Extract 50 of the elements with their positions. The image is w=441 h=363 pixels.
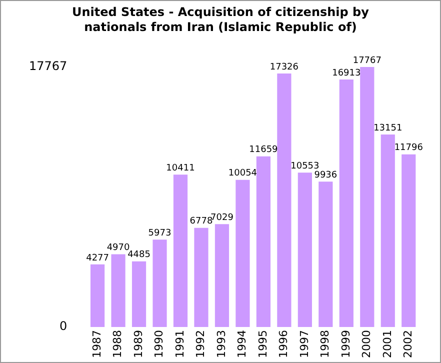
x-tick-label: 1998: [318, 330, 332, 358]
bar: [132, 261, 146, 328]
x-tick-label: 2001: [380, 330, 394, 358]
bar: [111, 254, 126, 328]
x-tick-label: 1996: [277, 330, 290, 358]
data-label: 13151: [374, 123, 402, 134]
bar: [380, 134, 395, 328]
data-label: 4277: [86, 253, 109, 264]
y-tick-label: 0: [60, 319, 68, 334]
x-tick-label: 1990: [152, 330, 166, 358]
data-label: 6778: [190, 216, 213, 227]
data-label: 7029: [210, 212, 234, 223]
x-tick-label: 1989: [132, 330, 145, 358]
bar: [339, 80, 354, 328]
bar: [402, 154, 416, 328]
data-label: 11796: [394, 143, 424, 154]
data-label: 4970: [106, 243, 130, 254]
x-tick-label: 2002: [401, 330, 414, 358]
x-tick-label: 1992: [194, 330, 208, 358]
bar: [277, 73, 292, 328]
bar: [194, 228, 208, 328]
bar: [214, 224, 230, 328]
data-label: 9936: [314, 170, 338, 180]
x-tick-label: 1995: [256, 330, 270, 358]
x-tick-label: 1994: [236, 330, 249, 358]
bar: [298, 172, 312, 328]
bar: [173, 174, 188, 328]
bar: [236, 180, 250, 328]
x-tick-label: 2000: [360, 330, 374, 358]
data-label: 5973: [148, 228, 172, 238]
data-label: 17326: [270, 62, 299, 72]
data-label: 10411: [166, 163, 195, 174]
data-label: 11659: [249, 145, 278, 156]
x-tick-label: 1991: [173, 330, 186, 358]
x-tick-label: 1988: [111, 330, 124, 358]
data-label: 16913: [332, 68, 361, 78]
bar: [152, 240, 167, 328]
data-label: 10054: [228, 168, 258, 179]
bar: [90, 264, 105, 328]
data-label: 4485: [128, 250, 150, 260]
chart-title: United States - Acquisition of citizenship by nationals from Iran (Islamic Republic of): [71, 5, 370, 35]
bar: [360, 67, 374, 328]
data-label: 17767: [352, 56, 382, 66]
bar: [318, 182, 333, 328]
x-tick-label: 1993: [214, 330, 228, 358]
x-tick-label: 1999: [339, 330, 352, 358]
x-tick-label: 1987: [90, 330, 104, 358]
bar: [256, 156, 271, 328]
data-label: 10553: [290, 161, 320, 172]
x-tick-label: 1997: [298, 330, 311, 358]
